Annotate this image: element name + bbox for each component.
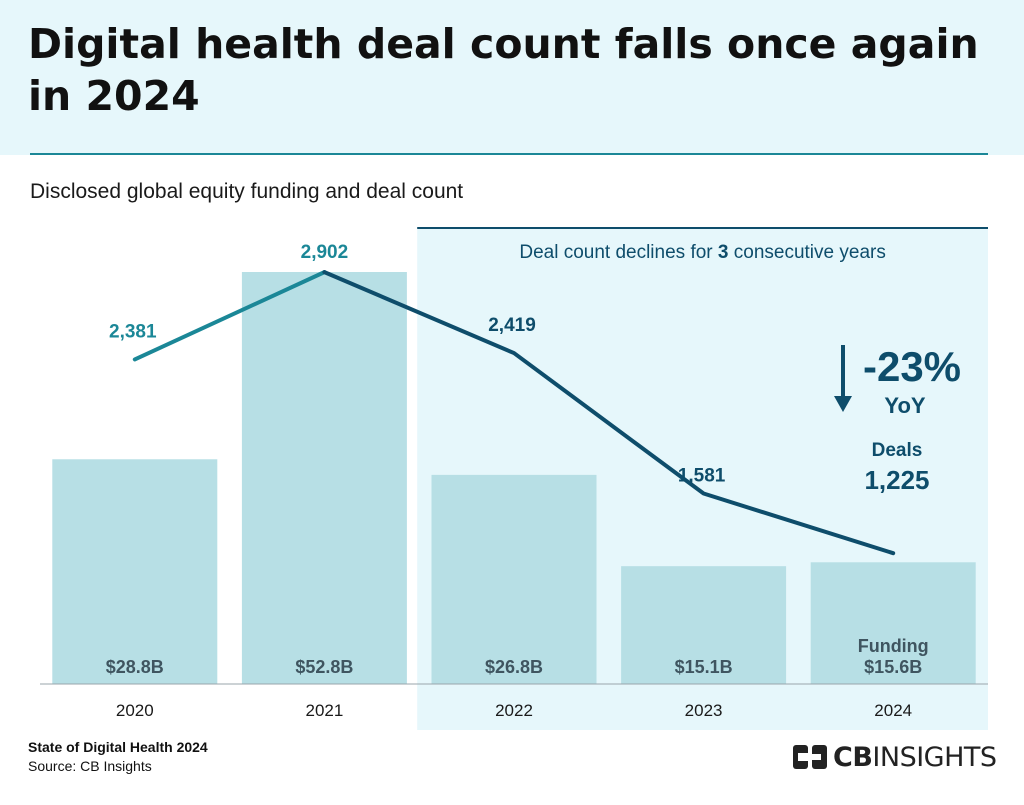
cb-insights-logo: CBINSIGHTS	[793, 741, 997, 773]
funding-label-2023: $15.1B	[675, 657, 733, 677]
deals-line-decline	[322, 270, 896, 556]
highlight-panel-rule	[417, 227, 988, 229]
deals-label-2023: 1,581	[678, 466, 726, 487]
x-tick-label-2024: 2024	[874, 701, 912, 720]
deals-series-label: Deals	[872, 440, 923, 461]
footer-source: Source: CB Insights	[28, 758, 152, 774]
chart-subtitle: Disclosed global equity funding and deal…	[30, 180, 464, 203]
funding-bar-2023	[621, 566, 787, 684]
funding-label-2021: $52.8B	[295, 657, 353, 677]
funding-bar-2021	[241, 272, 407, 684]
x-tick-label-2022: 2022	[495, 701, 533, 720]
deals-line-early	[132, 270, 327, 362]
x-tick-label-2023: 2023	[685, 701, 723, 720]
header-band	[0, 0, 1024, 155]
x-tick-label-2021: 2021	[305, 701, 343, 720]
deals-label-2021: 2,902	[301, 242, 349, 263]
cb-insights-logo-icon	[793, 745, 827, 769]
yoy-change-period: YoY	[884, 393, 925, 418]
header-divider	[30, 153, 988, 155]
deals-label-2024: 1,225	[864, 465, 929, 495]
funding-label-2024: $15.6B	[864, 657, 922, 677]
x-tick-label-2020: 2020	[116, 701, 154, 720]
yoy-change-value: -23%	[863, 343, 961, 390]
deals-label-2022: 2,419	[488, 315, 536, 336]
cb-insights-wordmark: CBINSIGHTS	[833, 741, 997, 773]
funding-bar-2024	[810, 562, 976, 684]
down-arrow-icon	[834, 396, 852, 412]
funding-bar-2020	[52, 459, 218, 684]
deals-label-2020: 2,381	[109, 321, 157, 342]
footer-report-name: State of Digital Health 2024	[28, 739, 208, 755]
highlight-label: Deal count declines for 3 consecutive ye…	[519, 242, 886, 263]
funding-label-2022: $26.8B	[485, 657, 543, 677]
chart-title: Digital health deal count falls once aga…	[28, 20, 979, 120]
funding-label-2020: $28.8B	[106, 657, 164, 677]
funding-bar-2022	[431, 474, 597, 684]
funding-series-label: Funding	[858, 636, 929, 656]
